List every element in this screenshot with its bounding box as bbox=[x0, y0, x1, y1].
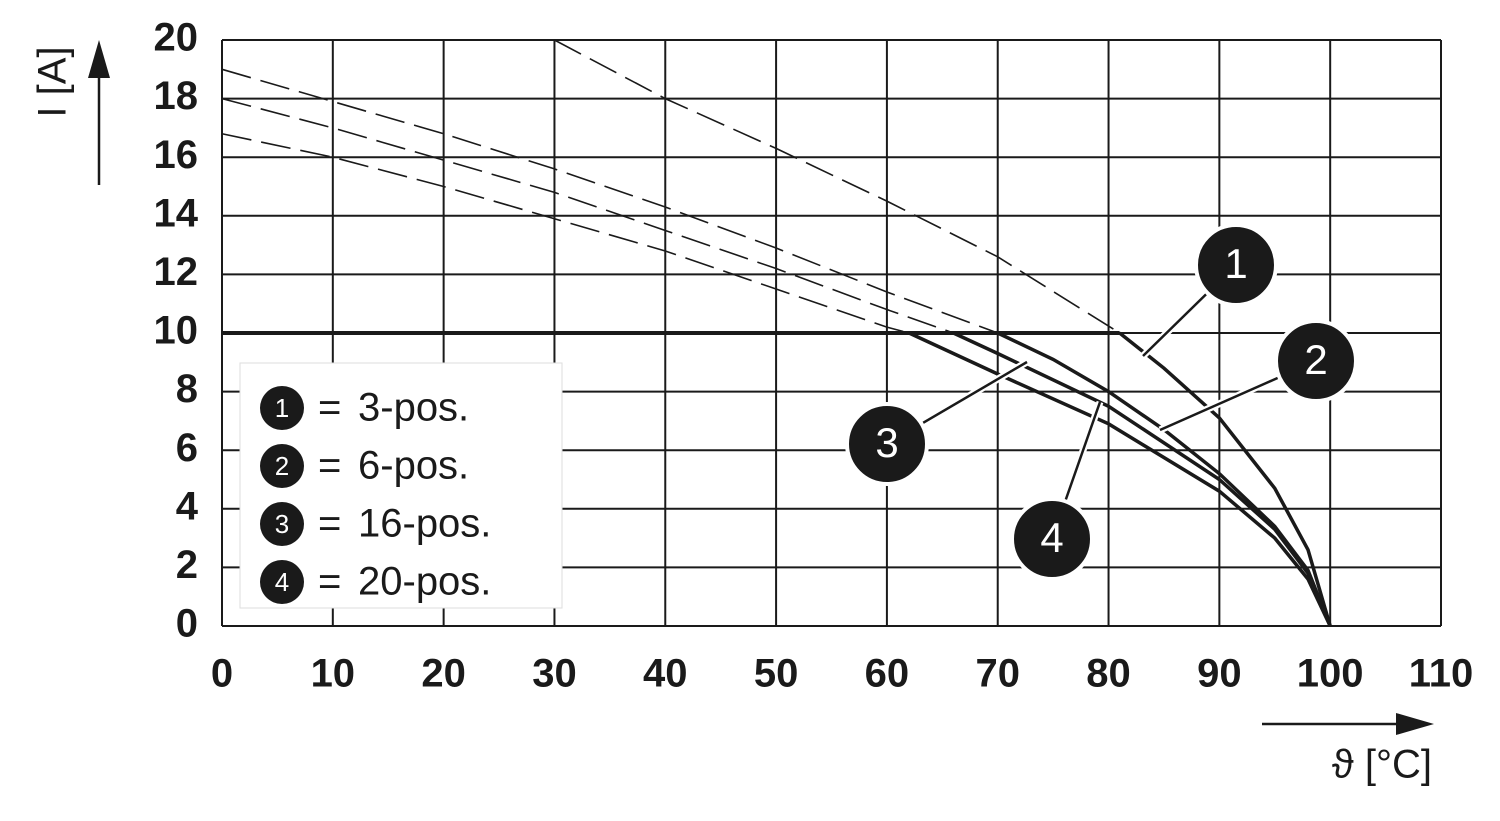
y-tick-label: 8 bbox=[176, 367, 198, 411]
y-tick-label: 12 bbox=[154, 250, 199, 294]
callout-badge bbox=[1010, 497, 1094, 581]
legend-number: 2 bbox=[275, 451, 289, 481]
y-tick-label: 20 bbox=[154, 16, 199, 60]
legend-equals: = bbox=[318, 502, 341, 546]
y-tick-label: 6 bbox=[176, 426, 198, 470]
callout-badge bbox=[845, 402, 929, 486]
legend-equals: = bbox=[318, 560, 341, 604]
callout-number: 1 bbox=[1224, 240, 1247, 287]
x-tick-label: 20 bbox=[421, 652, 466, 696]
x-tick-label: 60 bbox=[865, 652, 910, 696]
y-tick-label: 4 bbox=[176, 484, 199, 528]
legend-label: 6-pos. bbox=[358, 444, 469, 488]
derating-curve bbox=[908, 331, 1332, 627]
derating-curve-dashed bbox=[221, 68, 999, 334]
derating-curve bbox=[1118, 331, 1332, 627]
y-tick-label: 14 bbox=[154, 191, 199, 235]
legend-badge bbox=[260, 560, 304, 604]
legend-number: 3 bbox=[275, 509, 289, 539]
derating-curve-dashed bbox=[221, 97, 954, 334]
legend-number: 1 bbox=[275, 393, 289, 423]
y-tick-label: 2 bbox=[176, 543, 198, 587]
x-axis-label: ϑ [°C] bbox=[1332, 743, 1432, 787]
x-tick-label: 100 bbox=[1297, 652, 1364, 696]
callout-number: 3 bbox=[875, 419, 898, 466]
x-tick-label: 90 bbox=[1197, 652, 1242, 696]
legend-equals: = bbox=[318, 386, 341, 430]
derating-curve bbox=[952, 331, 1332, 627]
x-tick-label: 30 bbox=[532, 652, 577, 696]
y-tick-label: 10 bbox=[154, 309, 199, 353]
x-axis-arrowhead bbox=[1396, 713, 1434, 735]
legend-badge bbox=[260, 444, 304, 488]
x-tick-label: 0 bbox=[211, 652, 233, 696]
legend-badge bbox=[260, 386, 304, 430]
x-tick-label: 80 bbox=[1086, 652, 1131, 696]
legend-equals: = bbox=[318, 444, 341, 488]
legend-label: 3-pos. bbox=[358, 386, 469, 430]
x-tick-label: 50 bbox=[754, 652, 799, 696]
callout-number: 2 bbox=[1304, 336, 1327, 383]
x-tick-label: 110 bbox=[1409, 652, 1474, 696]
y-axis-label: I [A] bbox=[31, 46, 75, 117]
derating-curve-dashed bbox=[554, 39, 1121, 334]
callout-number: 4 bbox=[1040, 514, 1063, 561]
x-tick-label: 10 bbox=[311, 652, 356, 696]
callout-badge bbox=[1274, 319, 1358, 403]
legend-label: 16-pos. bbox=[358, 502, 491, 546]
x-tick-label: 40 bbox=[643, 652, 688, 696]
y-tick-label: 16 bbox=[154, 133, 199, 177]
legend-badge bbox=[260, 502, 304, 546]
derating-curve-dashed bbox=[221, 132, 910, 334]
y-tick-label: 0 bbox=[176, 602, 198, 646]
derating-curve bbox=[996, 331, 1332, 627]
callout-badge bbox=[1194, 223, 1278, 307]
y-axis-arrowhead bbox=[88, 40, 110, 78]
y-tick-label: 18 bbox=[154, 74, 199, 118]
legend-label: 20-pos. bbox=[358, 560, 491, 604]
x-tick-label: 70 bbox=[975, 652, 1020, 696]
legend-number: 4 bbox=[275, 567, 289, 597]
